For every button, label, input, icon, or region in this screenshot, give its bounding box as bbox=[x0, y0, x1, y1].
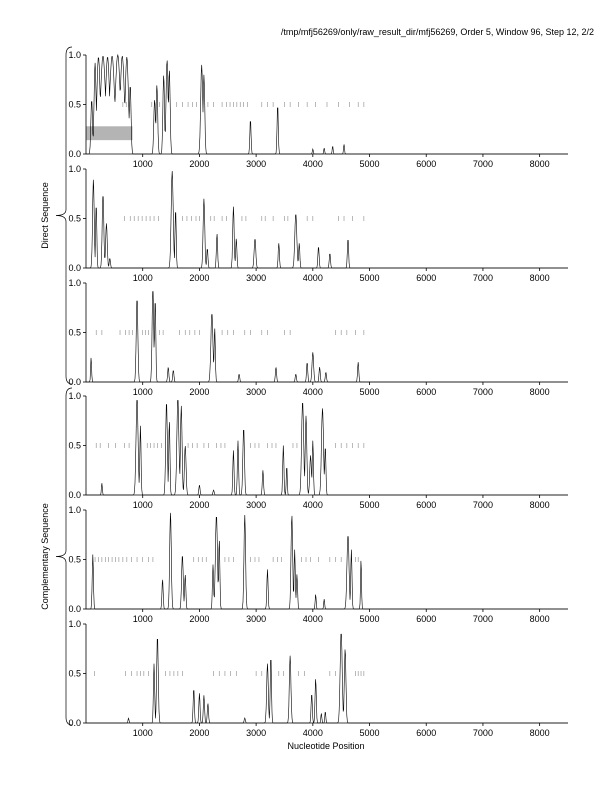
group-labels: Direct Sequence Complementary Sequence bbox=[40, 46, 73, 726]
series-line bbox=[86, 512, 568, 610]
x-tick-label: 8000 bbox=[530, 159, 550, 169]
y-tick-label: 0.5 bbox=[68, 214, 81, 224]
series-line bbox=[86, 633, 568, 724]
x-tick-label: 1000 bbox=[133, 500, 153, 510]
x-tick-label: 6000 bbox=[416, 159, 436, 169]
x-tick-label: 3000 bbox=[246, 273, 266, 283]
x-tick-label: 6000 bbox=[416, 728, 436, 738]
x-tick-label: 2000 bbox=[189, 387, 209, 397]
y-tick-label: 1.0 bbox=[68, 50, 81, 60]
x-tick-label: 6000 bbox=[416, 500, 436, 510]
x-tick-label: 6000 bbox=[416, 273, 436, 283]
x-tick-label: 7000 bbox=[473, 159, 493, 169]
series-line bbox=[86, 400, 568, 496]
y-tick-label: 1.0 bbox=[68, 619, 81, 629]
group-brace bbox=[55, 387, 73, 726]
x-tick-label: 5000 bbox=[360, 614, 380, 624]
x-tick-label: 7000 bbox=[473, 728, 493, 738]
highlight-region bbox=[86, 126, 133, 141]
y-tick-label: 0.0 bbox=[68, 718, 81, 728]
x-tick-label: 1000 bbox=[133, 387, 153, 397]
y-tick-label: 0.0 bbox=[68, 263, 81, 273]
x-tick-label: 8000 bbox=[530, 273, 550, 283]
panel-5: 0.0 0.5 1.0 1000 2000 3000 4000 5000 6000 7000 800… bbox=[68, 505, 568, 624]
x-tick-label: 8000 bbox=[530, 728, 550, 738]
y-tick-label: 1.0 bbox=[68, 164, 81, 174]
panel-1: 0.0 0.5 1.0 1000 2000 3000 4000 5000 6000 7000 800… bbox=[68, 50, 568, 169]
y-tick-label: 0.0 bbox=[68, 377, 81, 387]
x-tick-label: 6000 bbox=[416, 614, 436, 624]
x-tick-label: 5000 bbox=[360, 159, 380, 169]
group-label: Direct Sequence bbox=[40, 182, 50, 249]
x-tick-label: 2000 bbox=[189, 159, 209, 169]
y-tick-label: 0.0 bbox=[68, 490, 81, 500]
group-label: Complementary Sequence bbox=[40, 503, 50, 610]
series-line bbox=[86, 291, 568, 383]
x-tick-label: 7000 bbox=[473, 387, 493, 397]
panel-4: 0.0 0.5 1.0 1000 2000 3000 4000 5000 6000 7000 800… bbox=[68, 391, 568, 510]
group-brace bbox=[55, 46, 73, 385]
x-tick-label: 4000 bbox=[303, 387, 323, 397]
x-tick-label: 5000 bbox=[360, 728, 380, 738]
x-tick-label: 3000 bbox=[246, 614, 266, 624]
x-tick-label: 1000 bbox=[133, 273, 153, 283]
x-tick-label: 4000 bbox=[303, 159, 323, 169]
x-tick-label: 5000 bbox=[360, 500, 380, 510]
x-tick-label: 3000 bbox=[246, 500, 266, 510]
y-tick-label: 0.0 bbox=[68, 604, 81, 614]
y-tick-label: 0.5 bbox=[68, 100, 81, 110]
panels: 0.0 0.5 1.0 1000 2000 3000 4000 5000 6000 7000 800… bbox=[68, 50, 568, 738]
x-tick-label: 1000 bbox=[133, 728, 153, 738]
x-tick-label: 2000 bbox=[189, 500, 209, 510]
y-tick-label: 0.5 bbox=[68, 441, 81, 451]
x-tick-label: 2000 bbox=[189, 614, 209, 624]
y-tick-label: 0.5 bbox=[68, 555, 81, 565]
x-tick-label: 4000 bbox=[303, 614, 323, 624]
panel-2: 0.0 0.5 1.0 1000 2000 3000 4000 5000 6000 7000 800… bbox=[68, 164, 568, 283]
y-tick-label: 0.5 bbox=[68, 669, 81, 679]
y-tick-label: 0.5 bbox=[68, 328, 81, 338]
x-tick-label: 7000 bbox=[473, 614, 493, 624]
x-tick-label: 5000 bbox=[360, 387, 380, 397]
y-tick-label: 1.0 bbox=[68, 391, 81, 401]
x-tick-label: 3000 bbox=[246, 728, 266, 738]
x-tick-label: 4000 bbox=[303, 728, 323, 738]
y-tick-label: 0.0 bbox=[68, 149, 81, 159]
x-tick-label: 4000 bbox=[303, 273, 323, 283]
y-tick-label: 1.0 bbox=[68, 278, 81, 288]
x-tick-label: 7000 bbox=[473, 273, 493, 283]
x-tick-label: 8000 bbox=[530, 387, 550, 397]
x-tick-label: 6000 bbox=[416, 387, 436, 397]
x-tick-label: 7000 bbox=[473, 500, 493, 510]
panel-3: 0.0 0.5 1.0 1000 2000 3000 4000 5000 6000 7000 800… bbox=[68, 278, 568, 397]
x-tick-label: 2000 bbox=[189, 273, 209, 283]
x-tick-label: 1000 bbox=[133, 614, 153, 624]
y-tick-label: 1.0 bbox=[68, 505, 81, 515]
x-tick-label: 2000 bbox=[189, 728, 209, 738]
x-tick-label: 4000 bbox=[303, 500, 323, 510]
x-tick-label: 3000 bbox=[246, 159, 266, 169]
x-axis-title: Nucleotide Position bbox=[287, 741, 364, 751]
page-title: /tmp/mfj56269/only/raw_result_dir/mfj562… bbox=[281, 27, 594, 37]
panel-6: 0.0 0.5 1.0 1000 2000 3000 4000 5000 6000 7000 800… bbox=[68, 619, 568, 738]
x-tick-label: 1000 bbox=[133, 159, 153, 169]
x-tick-label: 8000 bbox=[530, 614, 550, 624]
x-tick-label: 5000 bbox=[360, 273, 380, 283]
x-tick-label: 3000 bbox=[246, 387, 266, 397]
x-tick-label: 8000 bbox=[530, 500, 550, 510]
